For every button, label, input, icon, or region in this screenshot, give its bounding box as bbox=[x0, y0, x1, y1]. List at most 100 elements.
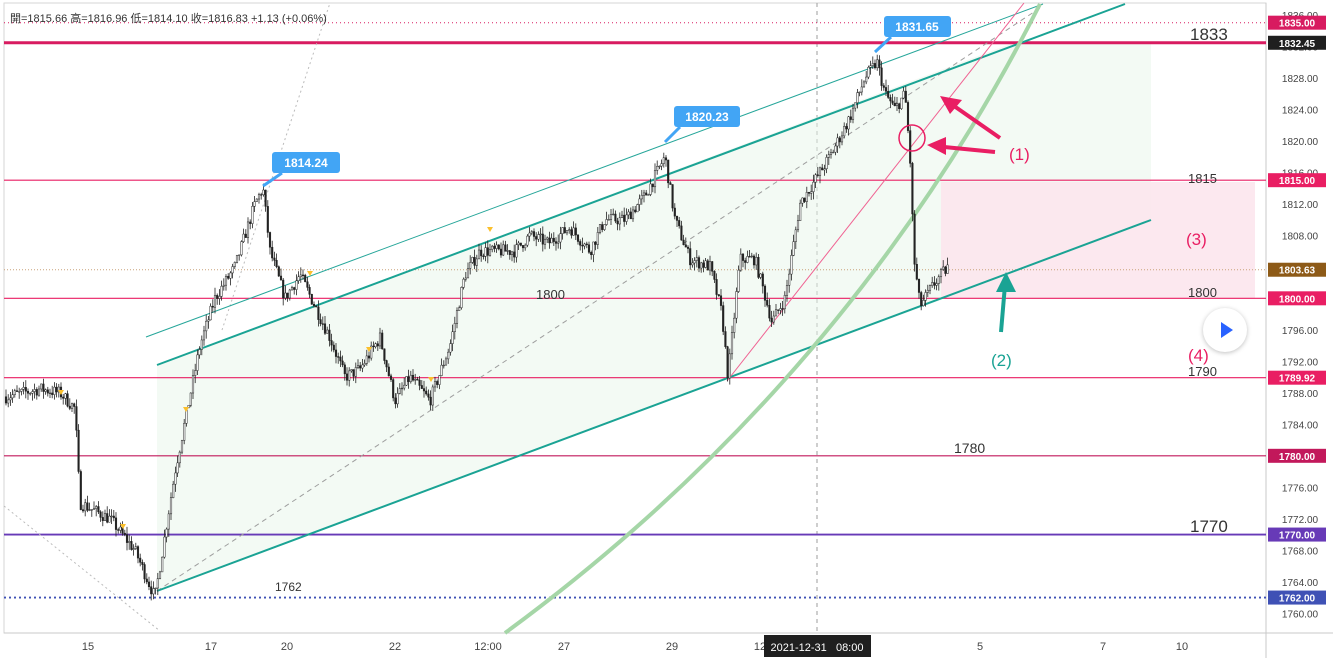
candle-body bbox=[86, 502, 89, 511]
candle-body bbox=[161, 556, 164, 573]
candle-body bbox=[715, 279, 718, 295]
candle-body bbox=[66, 393, 69, 407]
candle-body bbox=[620, 214, 624, 219]
candle-body bbox=[651, 183, 654, 188]
candle-body bbox=[728, 353, 731, 379]
candle-body bbox=[882, 85, 885, 88]
candle-body bbox=[900, 97, 903, 110]
candle-body bbox=[471, 257, 474, 263]
candle-body bbox=[198, 349, 201, 356]
candle-body bbox=[114, 517, 118, 530]
candle-body bbox=[145, 578, 148, 583]
candle-body bbox=[246, 221, 250, 238]
candle-body bbox=[11, 394, 14, 399]
candle-body bbox=[90, 509, 93, 511]
candle-body bbox=[873, 63, 877, 69]
candle-body bbox=[691, 262, 694, 266]
candle-body bbox=[196, 354, 199, 371]
replay-button[interactable] bbox=[1203, 308, 1247, 352]
candle-body bbox=[372, 345, 375, 348]
candle-body bbox=[609, 214, 613, 220]
candle-body bbox=[814, 174, 817, 183]
price-tag-box bbox=[1268, 262, 1326, 277]
candle-body bbox=[205, 320, 208, 332]
time-highlight-box bbox=[764, 635, 871, 657]
candle-body bbox=[678, 220, 681, 227]
candle-body bbox=[220, 285, 223, 297]
candle-body bbox=[277, 266, 280, 277]
candle-body bbox=[680, 225, 683, 241]
price-tags: 1835.00 1832.45 1815.00 1800.00 1789.92 1780.… bbox=[1268, 15, 1326, 605]
candle-body bbox=[502, 244, 505, 256]
annotation-1: (1) bbox=[1009, 145, 1030, 164]
candle-body bbox=[515, 244, 518, 258]
price-tag-box bbox=[1268, 291, 1326, 306]
candle-body bbox=[605, 219, 608, 225]
candle-body bbox=[227, 276, 230, 279]
callout-box bbox=[674, 106, 740, 127]
candle-body bbox=[774, 309, 778, 317]
candle-body bbox=[187, 405, 190, 409]
time-tick-label: 17 bbox=[205, 641, 217, 653]
candle-body bbox=[926, 289, 929, 293]
candle-body bbox=[497, 244, 500, 250]
candle-body bbox=[84, 502, 87, 512]
line-label-1770: 1770 bbox=[1190, 517, 1228, 536]
candle-body bbox=[739, 253, 742, 271]
candle-body bbox=[238, 254, 241, 256]
candle-body bbox=[946, 264, 949, 274]
candle-body bbox=[117, 529, 120, 531]
candle-body bbox=[722, 305, 725, 332]
candle-body bbox=[484, 247, 487, 257]
time-tick-label: 15 bbox=[82, 641, 94, 653]
candle-body bbox=[334, 349, 338, 357]
candle-body bbox=[405, 376, 408, 386]
candle-body bbox=[572, 227, 575, 236]
candle-body bbox=[561, 227, 564, 234]
candle-body bbox=[194, 370, 197, 376]
candle-body bbox=[768, 305, 771, 319]
candle-body bbox=[299, 274, 302, 278]
candle-body bbox=[92, 508, 96, 510]
arrow-1b-head bbox=[927, 137, 946, 155]
candle-body bbox=[752, 255, 756, 266]
candle-body bbox=[638, 198, 641, 205]
candle-body bbox=[869, 65, 872, 68]
candle-body bbox=[348, 370, 351, 381]
candle-body bbox=[587, 244, 591, 253]
candle-body bbox=[315, 305, 318, 308]
candle-body bbox=[436, 381, 439, 385]
candle-body bbox=[359, 365, 362, 369]
candle-body bbox=[513, 251, 516, 258]
candle-body bbox=[174, 472, 177, 485]
candle-body bbox=[647, 194, 650, 196]
candle-body bbox=[158, 571, 162, 579]
candle-body bbox=[785, 285, 789, 296]
candle-body bbox=[898, 103, 901, 110]
candle-body bbox=[878, 59, 881, 69]
candle-body bbox=[746, 256, 749, 263]
price-tag-box bbox=[1268, 173, 1326, 188]
candle-body bbox=[750, 255, 753, 258]
candle-body bbox=[130, 541, 133, 550]
candle-body bbox=[442, 364, 445, 367]
candle-body bbox=[519, 242, 522, 246]
candle-body bbox=[400, 387, 404, 390]
candle-body bbox=[579, 241, 582, 246]
candle-body bbox=[693, 260, 696, 264]
candle-body bbox=[165, 528, 168, 538]
candle-body bbox=[37, 388, 41, 396]
channel-lower bbox=[156, 219, 1152, 592]
candle-body bbox=[708, 261, 712, 271]
candle-body bbox=[794, 229, 797, 242]
candle-body bbox=[330, 340, 333, 346]
candle-body bbox=[229, 272, 232, 279]
candle-body bbox=[565, 230, 569, 234]
price-tag-label: 1835.00 bbox=[1279, 19, 1316, 30]
candle-body bbox=[381, 332, 384, 350]
candle-body bbox=[469, 262, 472, 269]
candle-body bbox=[662, 157, 665, 164]
candle-body bbox=[937, 276, 940, 284]
candle-body bbox=[51, 392, 54, 395]
candle-body bbox=[757, 257, 760, 278]
